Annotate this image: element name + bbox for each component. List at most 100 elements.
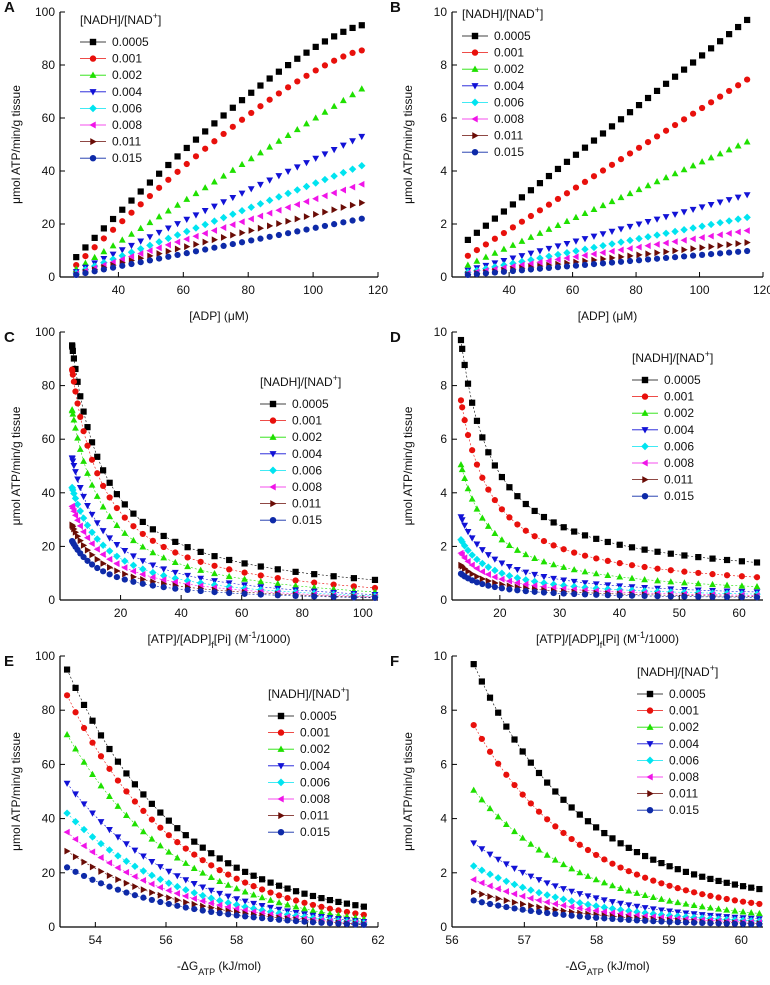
data-point xyxy=(601,856,608,863)
data-point xyxy=(139,570,146,578)
data-point xyxy=(113,521,121,528)
data-point xyxy=(494,885,501,893)
series-0.004 xyxy=(63,780,368,926)
data-point xyxy=(140,791,147,798)
data-point xyxy=(106,555,113,563)
data-point xyxy=(653,231,661,239)
data-point xyxy=(137,259,144,266)
data-point xyxy=(625,907,633,915)
data-point xyxy=(312,67,319,74)
data-point xyxy=(653,178,661,185)
data-point xyxy=(165,879,173,887)
data-point xyxy=(311,593,318,600)
series-0.006 xyxy=(464,213,751,276)
data-point xyxy=(257,181,264,189)
y-tick-label: 6 xyxy=(440,757,447,771)
x-tick-label: 56 xyxy=(159,933,173,947)
x-tick-label: 120 xyxy=(368,283,388,297)
data-point xyxy=(89,551,96,559)
y-tick-label: 8 xyxy=(440,379,447,393)
series-0.004 xyxy=(68,455,379,599)
data-point xyxy=(478,796,486,803)
data-point xyxy=(716,218,724,227)
data-point xyxy=(156,170,163,177)
x-tick-label: 30 xyxy=(553,606,567,620)
data-point xyxy=(301,899,308,906)
data-point xyxy=(275,899,283,906)
data-point xyxy=(735,23,742,31)
data-point xyxy=(535,888,543,897)
data-point xyxy=(211,244,218,251)
data-point xyxy=(682,868,690,875)
data-point xyxy=(190,895,197,903)
data-point xyxy=(608,161,616,168)
data-point xyxy=(717,38,724,45)
y-tick-label: 60 xyxy=(42,432,56,446)
data-point xyxy=(482,253,490,260)
data-point xyxy=(617,864,624,871)
data-point xyxy=(160,584,167,591)
data-point xyxy=(100,225,107,232)
data-point xyxy=(89,876,96,883)
legend-marker xyxy=(277,763,285,770)
data-point xyxy=(695,569,702,577)
data-point xyxy=(83,534,91,542)
data-point xyxy=(680,226,688,234)
data-point xyxy=(484,522,492,529)
data-point xyxy=(224,881,232,888)
data-point xyxy=(590,173,598,180)
data-point xyxy=(352,902,359,909)
data-point xyxy=(249,904,258,913)
data-point xyxy=(491,496,498,504)
data-point xyxy=(207,873,215,880)
data-point xyxy=(165,817,172,824)
data-point xyxy=(114,758,122,765)
data-point xyxy=(680,66,688,73)
legend-label: 0.004 xyxy=(292,447,322,461)
data-point xyxy=(88,439,96,446)
data-point xyxy=(233,864,240,871)
legend-marker xyxy=(269,417,277,424)
data-point xyxy=(70,462,78,470)
data-point xyxy=(581,245,589,253)
data-point xyxy=(560,886,567,893)
data-point xyxy=(76,507,85,515)
data-point xyxy=(309,892,317,900)
data-point xyxy=(248,109,255,117)
data-point xyxy=(478,547,486,554)
data-point xyxy=(545,225,553,232)
data-point xyxy=(739,908,747,915)
data-point xyxy=(748,899,755,906)
x-tick-label: 50 xyxy=(673,606,687,620)
data-point xyxy=(725,146,733,153)
data-point xyxy=(358,133,366,141)
data-point xyxy=(503,723,510,730)
y-tick-label: 60 xyxy=(42,757,56,771)
data-point xyxy=(146,179,154,186)
data-point xyxy=(149,526,156,533)
data-point xyxy=(64,847,71,855)
data-point xyxy=(666,882,673,889)
data-point xyxy=(139,558,147,565)
data-point xyxy=(358,22,365,29)
data-point xyxy=(487,893,494,900)
data-point xyxy=(641,563,648,571)
data-point xyxy=(551,856,559,863)
data-point xyxy=(544,816,551,823)
data-point xyxy=(80,842,87,850)
data-point xyxy=(155,238,163,246)
series-line xyxy=(71,506,375,598)
data-point xyxy=(485,582,492,589)
legend-label: 0.002 xyxy=(300,742,330,756)
data-point xyxy=(680,209,688,216)
data-point xyxy=(689,110,697,117)
y-tick-label: 2 xyxy=(440,866,447,880)
data-point xyxy=(73,261,80,269)
data-point xyxy=(109,215,117,223)
data-point xyxy=(157,891,164,899)
data-point xyxy=(192,232,199,240)
x-axis-title: [ADP] (μM) xyxy=(189,309,249,323)
data-point xyxy=(157,809,164,816)
data-point xyxy=(121,564,128,572)
data-point xyxy=(531,582,538,590)
